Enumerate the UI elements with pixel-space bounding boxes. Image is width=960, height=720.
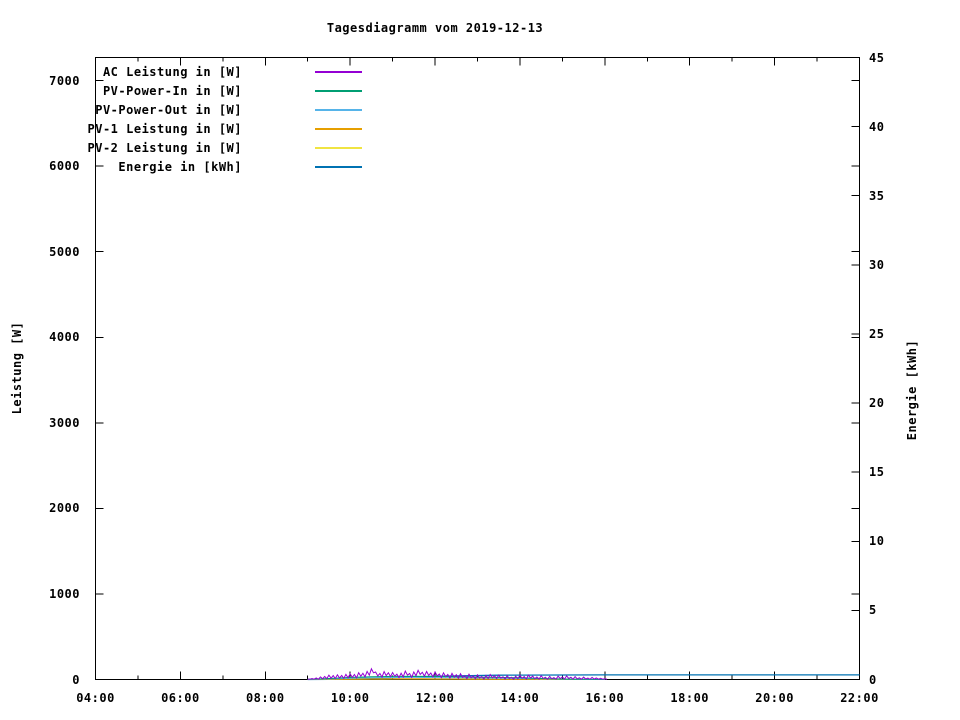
- legend-sample-line: [315, 90, 362, 92]
- series-line-ac-leistung-in-w: [307, 667, 608, 680]
- y-tick-label: 4000: [49, 330, 80, 345]
- x-tick-label: 12:00: [415, 691, 455, 705]
- legend-item: PV-1 Leistung in [W]: [0, 120, 420, 139]
- y-tick-label: 2000: [49, 501, 80, 516]
- y2-axis-label: Energie [kWh]: [905, 339, 919, 441]
- legend-item-label: PV-Power-Out in [W]: [95, 103, 242, 117]
- legend-sample-line: [315, 128, 362, 130]
- y2-tick-label: 25: [869, 326, 885, 341]
- legend-item: PV-Power-Out in [W]: [0, 101, 420, 120]
- legend-sample-line: [315, 147, 362, 149]
- legend-item: PV-Power-In in [W]: [0, 82, 420, 101]
- legend: AC Leistung in [W] PV-Power-In in [W] PV-P…: [0, 63, 420, 177]
- chart-title: Tagesdiagramm vom 2019-12-13: [326, 21, 544, 35]
- legend-item-label: PV-2 Leistung in [W]: [87, 141, 242, 155]
- x-tick-label: 16:00: [585, 691, 625, 705]
- legend-item-label: AC Leistung in [W]: [102, 65, 242, 79]
- y-tick-label: 6000: [49, 159, 80, 174]
- y-tick-label: 1000: [49, 586, 80, 601]
- x-tick-label: 04:00: [76, 691, 115, 705]
- legend-item: AC Leistung in [W]: [0, 63, 420, 82]
- y2-tick-label: 0: [869, 672, 877, 687]
- legend-sample-line: [315, 109, 362, 111]
- x-tick-label: 18:00: [670, 691, 710, 705]
- x-tick-label: 10:00: [330, 691, 370, 705]
- legend-item-label: PV-1 Leistung in [W]: [87, 122, 242, 136]
- x-tick-label: 06:00: [161, 691, 200, 705]
- y2-tick-label: 30: [869, 257, 885, 272]
- y2-tick-label: 15: [869, 465, 885, 480]
- legend-item-label: Energie in [kWh]: [118, 160, 242, 174]
- y-tick-label: 7000: [49, 73, 80, 88]
- y2-tick-label: 40: [869, 119, 885, 134]
- y2-tick-label: 5: [869, 603, 877, 618]
- y2-tick-label: 45: [869, 50, 885, 65]
- x-tick-label: 22:00: [840, 691, 879, 705]
- y2-tick-label: 20: [869, 396, 885, 411]
- y-tick-label: 0: [72, 672, 80, 687]
- legend-item: Energie in [kWh]: [0, 158, 420, 177]
- y2-tick-label: 10: [869, 534, 885, 549]
- x-tick-label: 14:00: [500, 691, 540, 705]
- legend-sample-line: [315, 71, 362, 73]
- y2-tick-label: 35: [869, 188, 885, 203]
- y-tick-label: 3000: [49, 415, 80, 430]
- legend-sample-line: [315, 166, 362, 168]
- x-tick-label: 20:00: [755, 691, 794, 705]
- x-tick-label: 08:00: [245, 691, 285, 705]
- legend-item-label: PV-Power-In in [W]: [102, 84, 242, 98]
- y-tick-label: 5000: [49, 244, 80, 259]
- legend-item: PV-2 Leistung in [W]: [0, 139, 420, 158]
